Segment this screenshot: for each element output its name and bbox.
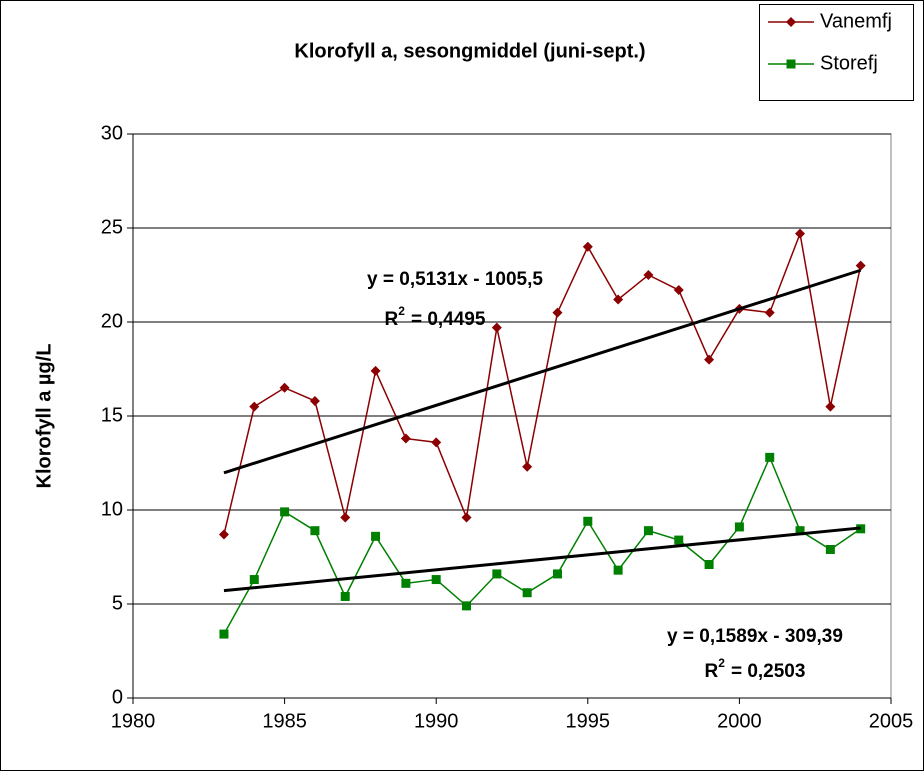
- point: [400, 433, 411, 444]
- point: [825, 544, 835, 554]
- point: [462, 601, 472, 611]
- legend-marker: [786, 59, 796, 69]
- point: [855, 260, 866, 271]
- point: [613, 294, 624, 305]
- chart-title: Klorofyll a, sesongmiddel (juni-sept.): [294, 40, 645, 62]
- trend-equation: y = 0,1589x - 309,39: [667, 626, 843, 647]
- point: [583, 516, 593, 526]
- point: [431, 437, 442, 448]
- y-axis-label: Klorofyll a µg/L: [33, 344, 55, 489]
- r2-value: = 0,4495: [411, 309, 486, 330]
- point: [674, 535, 684, 545]
- series-line: [223, 230, 862, 535]
- point: [643, 526, 653, 536]
- point: [249, 401, 260, 412]
- legend-box: [759, 4, 914, 101]
- y-tick-label: 10: [101, 498, 123, 520]
- point: [492, 569, 502, 579]
- y-tick-label: 15: [101, 404, 123, 426]
- point: [613, 565, 623, 575]
- point: [825, 401, 836, 412]
- trend-r2: R2 = 0,4495: [385, 304, 486, 330]
- point: [431, 575, 441, 585]
- x-tick-label: 2000: [717, 710, 762, 732]
- y-tick-label: 0: [112, 686, 123, 708]
- legend-label: Storefj: [820, 52, 878, 74]
- point: [734, 522, 744, 532]
- trendline: [223, 268, 862, 475]
- trend-r2: R2 = 0,2503: [705, 656, 806, 682]
- x-tick-label: 2005: [869, 710, 914, 732]
- point: [522, 588, 532, 598]
- point: [795, 228, 806, 239]
- point: [279, 382, 290, 393]
- legend-marker: [786, 17, 796, 27]
- series-line: [223, 455, 862, 635]
- point: [704, 560, 714, 570]
- point: [340, 591, 350, 601]
- point: [309, 395, 320, 406]
- point: [370, 365, 381, 376]
- point: [522, 461, 533, 472]
- legend-label: Vanemfj: [820, 10, 892, 32]
- r2-value: = 0,2503: [731, 661, 806, 682]
- point: [461, 512, 472, 523]
- r2-base: R: [705, 661, 719, 682]
- point: [371, 531, 381, 541]
- y-tick-label: 30: [101, 122, 123, 144]
- point: [249, 575, 259, 585]
- point: [764, 307, 775, 318]
- point: [310, 526, 320, 536]
- y-tick-label: 20: [101, 310, 123, 332]
- y-tick-label: 25: [101, 216, 123, 238]
- x-tick-label: 1990: [414, 710, 459, 732]
- point: [673, 285, 684, 296]
- point: [401, 578, 411, 588]
- point: [552, 569, 562, 579]
- x-tick-label: 1985: [262, 710, 307, 732]
- r2-base: R: [385, 309, 399, 330]
- point: [340, 512, 351, 523]
- point: [552, 307, 563, 318]
- x-tick-label: 1995: [566, 710, 611, 732]
- trend-equation: y = 0,5131x - 1005,5: [367, 269, 543, 290]
- x-tick-label: 1980: [111, 710, 156, 732]
- point: [704, 354, 715, 365]
- trendline: [223, 526, 861, 593]
- r2-sup: 2: [718, 656, 725, 670]
- point: [491, 322, 502, 333]
- point: [280, 507, 290, 517]
- point: [643, 270, 654, 280]
- point: [765, 452, 775, 462]
- point: [795, 526, 805, 536]
- point: [582, 241, 593, 252]
- r2-sup: 2: [398, 304, 405, 318]
- point: [218, 529, 229, 540]
- y-tick-label: 5: [112, 592, 123, 614]
- point: [219, 629, 229, 639]
